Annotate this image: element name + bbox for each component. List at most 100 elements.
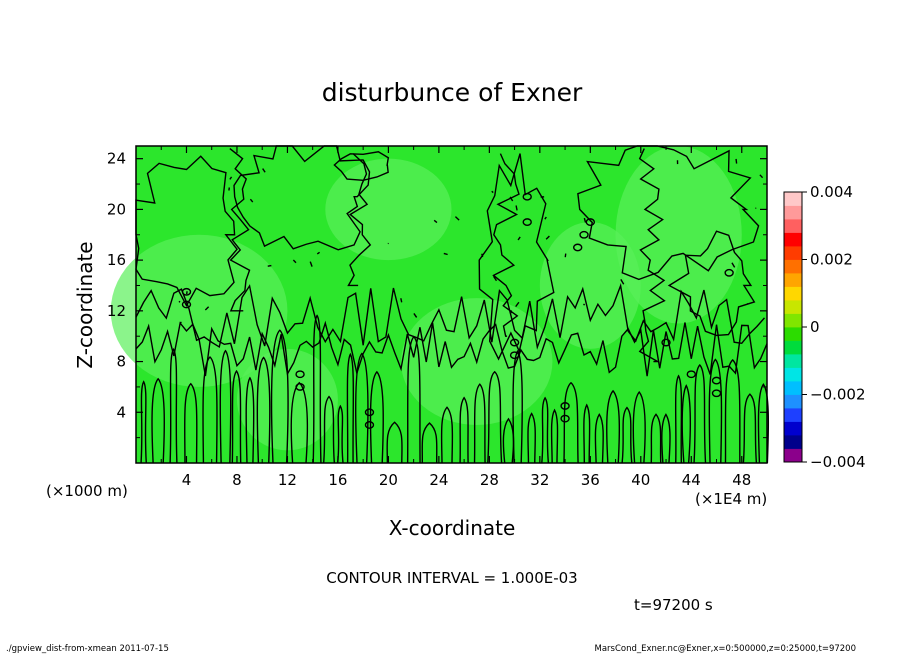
contour-line [346,352,355,464]
contour-oval [686,370,696,379]
contour-line [256,356,271,464]
contour-line [527,412,536,464]
contour-line [202,356,218,464]
contour-oval [509,338,520,347]
colorbar [783,191,803,463]
contour-line [386,421,403,464]
colorbar-swatch [784,354,802,368]
x-tick-label: 40 [631,471,650,489]
contour-line [541,396,550,464]
colorbar-tick-label: 0.004 [810,183,853,201]
contour-line [550,408,559,464]
contour-line [459,396,469,464]
contour-fragment [491,190,494,194]
contour-line [621,406,633,464]
contour-line [355,352,369,464]
contour-fragment [492,275,498,282]
contour-line [594,413,604,464]
x-tick-label: 4 [182,471,192,489]
contour-fragment [517,236,521,241]
contour-line [681,384,691,464]
contour-line [421,422,438,464]
contour-fragment [179,321,182,324]
x-axis-ticks: 4 8 12 16 20 24 28 32 36 40 44 48 [160,146,751,489]
contour-fragment [400,298,403,303]
contour-interval: CONTOUR INTERVAL = 1.000E-03 [326,569,577,587]
contour-line [724,358,741,464]
y-axis-ticks: 4 8 12 16 20 24 [107,150,767,439]
contour-fragment [510,310,513,314]
contour-line [140,380,147,464]
colorbar-swatch [784,259,802,274]
colorbar-tick-label: 0 [810,318,820,336]
colorbar-swatch [784,435,802,449]
plot-frame [135,145,768,464]
x-tick-label: 24 [429,471,448,489]
contour-line [135,320,768,377]
contour-fragment [735,158,738,164]
x-axis-unit: (×1E4 m) [695,490,767,508]
contour-line [693,364,707,464]
contour-fragment [515,301,520,308]
contour-line [135,282,766,350]
contour-oval [724,268,734,277]
contour-line [169,347,178,464]
x-tick-label: 12 [278,471,297,489]
colorbar-swatch [784,273,802,287]
contour-line [473,383,486,464]
colorbar-swatch [784,286,802,301]
contour-line [135,155,238,308]
x-tick-label: 36 [581,471,600,489]
contour-oval [711,389,722,398]
contour-line [563,381,579,464]
contour-fragment [229,176,233,180]
contour-line [757,383,770,464]
contour-oval [522,192,532,201]
contour-line [492,153,520,337]
contour-oval [661,338,671,347]
light-patch [325,158,452,261]
light-patch [110,234,288,387]
contour-line [336,404,344,464]
contour-fragment [583,217,587,223]
contour-oval [364,408,375,417]
light-patch [615,146,742,324]
colorbar-tick-label: −0.002 [810,386,866,404]
light-patch [236,348,338,451]
colorbar-swatch [784,313,802,328]
colorbar-swatch [784,421,802,436]
contour-line [708,358,723,464]
contour-line [151,377,165,464]
contour-fragment [454,216,460,221]
contour-oval [181,300,192,309]
contour-fragment [292,259,297,264]
contour-fragment [443,252,448,256]
light-patch [539,222,641,349]
colorbar-swatch [784,192,802,206]
contour-fragment [316,251,321,255]
contour-oval [364,421,375,429]
contour-line [270,329,289,464]
contour-line [650,413,662,464]
contour-oval [560,414,570,423]
contour-oval [181,287,192,296]
colorbar-ticks: 0.004 0.002 0 −0.002 −0.004 [802,183,866,471]
contour-line [347,153,372,287]
contour-oval [509,351,520,360]
contour-line [312,314,322,464]
contour-fragment [267,264,272,267]
contour-fragment [413,313,418,318]
contour-fragment [309,261,313,267]
colorbar-swatch [784,246,802,260]
contour-line [632,390,646,464]
colorbar-swatch [784,327,802,341]
contour-oval [585,218,596,226]
y-axis-unit: (×1000 m) [46,482,128,500]
contour-fragment [178,300,181,303]
x-tick-label: 8 [232,471,242,489]
y-tick-label: 20 [107,200,126,218]
contour-line [742,393,758,464]
contour-line [219,349,232,464]
contour-fragment [544,216,547,220]
